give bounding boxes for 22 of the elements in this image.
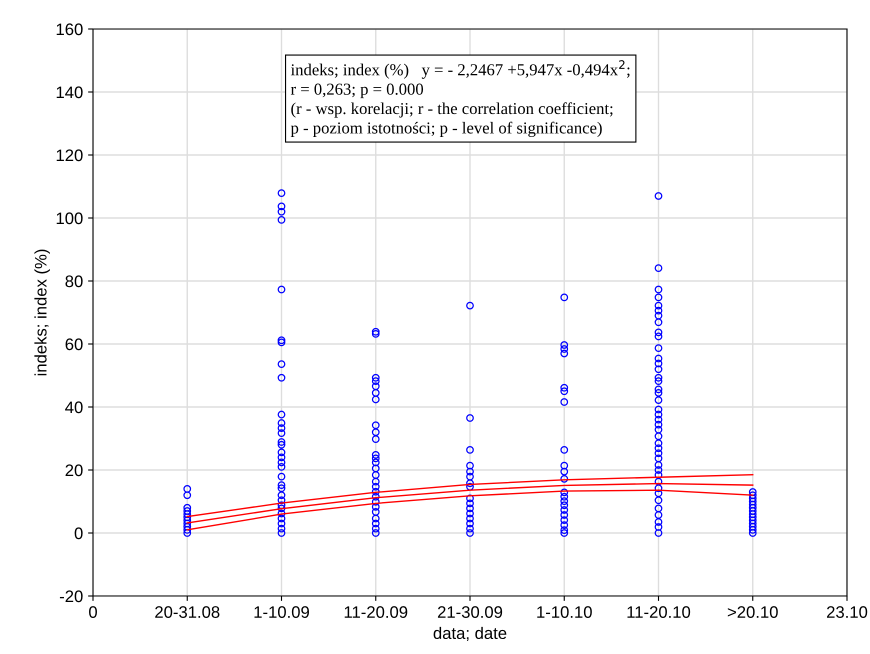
x-tick-label: 11-20.10 — [627, 606, 690, 618]
x-tick-label: 1-10.10 — [537, 606, 592, 618]
y-tick-label: 60 — [66, 338, 83, 350]
x-tick-label: 20-31.08 — [155, 606, 220, 618]
y-tick-label: 40 — [65, 401, 83, 414]
y-tick-label: -20 — [60, 590, 83, 602]
x-tick-label: 0 — [89, 606, 97, 618]
y-tick-label: 140 — [56, 86, 83, 98]
x-tick-label: 11-20.09 — [344, 606, 408, 618]
x-axis-title: data; date — [434, 626, 506, 642]
y-tick-label: 100 — [56, 212, 83, 224]
text: indeks; index (%) y = - 2,2467 +5,947x -0,494x$^{2}$; r = 0,263; p = 0.000 (r - wsp. korelacji; r - the correlation coefficient; p - poziom istotności; p - level of significance) — [290, 60, 630, 138]
x-tick-label: 23.10 — [826, 606, 868, 618]
x-tick-label: >20.10 — [728, 606, 778, 618]
y-tick-label: 80 — [65, 275, 83, 288]
y-tick-label: 20 — [66, 464, 83, 476]
x-tick-label: 21-30.09 — [438, 606, 502, 618]
y-tick-label: 0 — [74, 527, 83, 540]
y-tick-label: 160 — [56, 23, 83, 36]
y-tick-label: 120 — [56, 149, 83, 162]
y-axis-title: indeks; index (%) — [34, 250, 50, 376]
x-tick-label: 1-10.09 — [254, 606, 309, 618]
